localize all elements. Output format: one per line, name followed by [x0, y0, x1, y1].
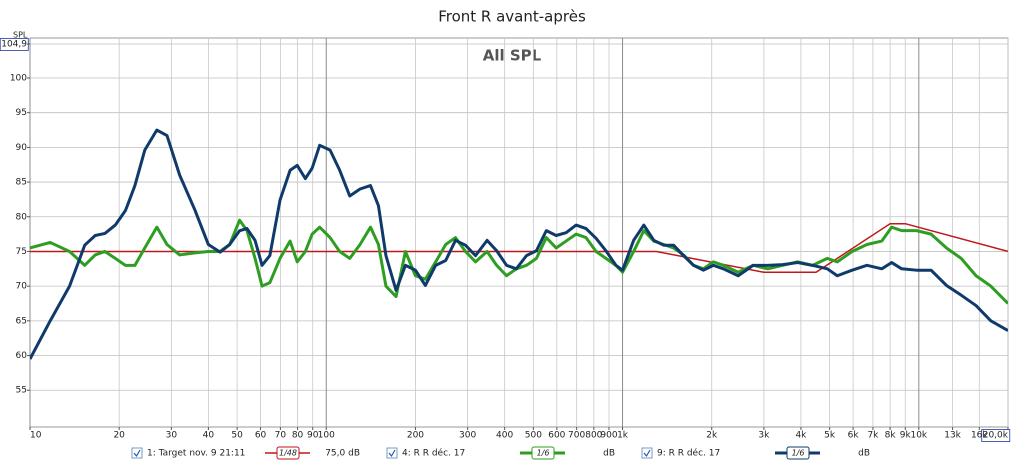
chart-title: Front R avant-après	[438, 8, 586, 26]
y-tick-label: 60	[16, 351, 28, 361]
x-tick-label: 5k	[824, 431, 836, 441]
x-tick-label: 16k	[971, 431, 988, 441]
y-axis-label: SPL	[13, 31, 28, 40]
x-tick-label: 80	[292, 431, 304, 441]
y-tick-label: 90	[16, 143, 28, 153]
x-tick-label: 40	[203, 431, 215, 441]
x-tick-label: 30	[166, 431, 178, 441]
legend-smoothing-box[interactable]	[531, 446, 555, 460]
legend-checkbox[interactable]	[131, 447, 143, 459]
y-limit-box	[0, 38, 29, 51]
x-tick-label: 90	[307, 431, 319, 441]
x-tick-label: 400	[496, 431, 513, 441]
x-tick-label: 1k	[617, 431, 629, 441]
x-tick-label: 20	[113, 431, 125, 441]
legend-checkbox[interactable]	[386, 447, 398, 459]
legend-label: 9: R R déc. 17	[657, 448, 720, 459]
x-tick-label: 3k	[758, 431, 770, 441]
x-tick-label: 900	[600, 431, 617, 441]
y-tick-label: 70	[16, 282, 28, 292]
legend-smoothing: 1/6	[537, 449, 550, 458]
chart-subtitle: All SPL	[483, 47, 542, 65]
legend-check	[133, 449, 141, 458]
x-tick-label: 600	[548, 431, 565, 441]
x-tick-label: 9k	[900, 431, 912, 441]
x-tick-label: 7k	[867, 431, 879, 441]
y-tick-label: 80	[16, 212, 28, 222]
legend-level: dB	[858, 449, 870, 459]
legend-smoothing-box[interactable]	[276, 446, 300, 460]
x-tick-label: 10k	[910, 431, 927, 441]
x-tick-label: 60	[255, 431, 267, 441]
x-tick-label: 500	[525, 431, 542, 441]
x-tick-label: 2k	[706, 431, 718, 441]
x-tick-label: 800	[585, 431, 602, 441]
x-tick-label: 10	[30, 431, 42, 441]
x-tick-label: 20,0k	[983, 431, 1009, 441]
y-tick-label: 85	[16, 178, 27, 188]
legend-smoothing-box[interactable]	[786, 446, 810, 460]
y-tick-label: 95	[16, 108, 27, 118]
legend-label: 4: R R déc. 17	[402, 448, 465, 459]
plot-area	[29, 37, 1009, 428]
legend-level: 75,0 dB	[325, 449, 360, 459]
x-tick-label: 50	[231, 431, 243, 441]
y-tick-label: 65	[16, 316, 27, 326]
legend-check	[643, 449, 651, 458]
x-tick-label: 6k	[848, 431, 860, 441]
x-tick-label: 300	[459, 431, 476, 441]
x-tick-label: 700	[568, 431, 585, 441]
series-line	[30, 222, 1008, 274]
x-tick-label: 4k	[795, 431, 807, 441]
x-limit-box	[981, 429, 1011, 442]
x-tick-label: 100	[318, 431, 335, 441]
y-tick-label: 100	[10, 73, 27, 83]
x-tick-label: 200	[407, 431, 424, 441]
legend-check	[388, 449, 396, 458]
series-line	[30, 128, 1008, 360]
legend-smoothing: 1/6	[792, 449, 805, 458]
y-tick-label: 75	[16, 247, 27, 257]
x-tick-label: 70	[275, 431, 287, 441]
legend-level: dB	[603, 449, 615, 459]
x-tick-label: 8k	[885, 431, 897, 441]
legend-label: 1: Target nov. 9 21:11	[147, 449, 245, 459]
y-tick-label: 104,9	[1, 40, 27, 50]
x-tick-label: 13k	[944, 431, 961, 441]
legend-smoothing: 1/48	[279, 449, 297, 458]
legend-checkbox[interactable]	[641, 447, 653, 459]
y-tick-label: 55	[16, 386, 27, 396]
